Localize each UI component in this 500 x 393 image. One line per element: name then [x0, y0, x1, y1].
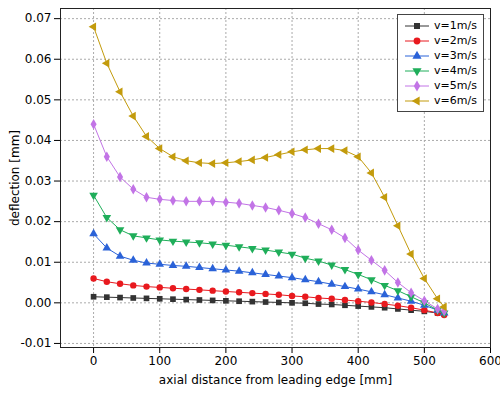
html-text:v=6m/s: v=6m/s: [434, 94, 477, 107]
svg-text:0.06: 0.06: [25, 52, 52, 66]
svg-text:400: 400: [347, 354, 370, 368]
svg-text:0.01: 0.01: [25, 255, 52, 269]
html-text:v=1m/s: v=1m/s: [434, 19, 477, 32]
svg-text:0.00: 0.00: [25, 296, 52, 310]
svg-text:0.02: 0.02: [25, 214, 52, 228]
svg-text:0: 0: [90, 354, 98, 368]
html-text:v=3m/s: v=3m/s: [434, 49, 477, 62]
svg-text:0.03: 0.03: [25, 174, 52, 188]
html-text:v=2m/s: v=2m/s: [434, 34, 477, 47]
svg-text:axial distance from leading ed: axial distance from leading edge [mm]: [159, 373, 392, 387]
svg-text:200: 200: [214, 354, 237, 368]
html-text:v=5m/s: v=5m/s: [434, 79, 477, 92]
html-text:v=4m/s: v=4m/s: [434, 64, 477, 77]
svg-text:deflection [mm]: deflection [mm]: [8, 130, 22, 226]
svg-text:100: 100: [148, 354, 171, 368]
svg-text:500: 500: [413, 354, 436, 368]
svg-text:0.07: 0.07: [25, 11, 52, 25]
svg-text:300: 300: [281, 354, 304, 368]
svg-text:-0.01: -0.01: [20, 336, 51, 350]
svg-text:600: 600: [479, 354, 500, 368]
svg-text:0.04: 0.04: [25, 133, 52, 147]
svg-text:0.05: 0.05: [25, 93, 52, 107]
